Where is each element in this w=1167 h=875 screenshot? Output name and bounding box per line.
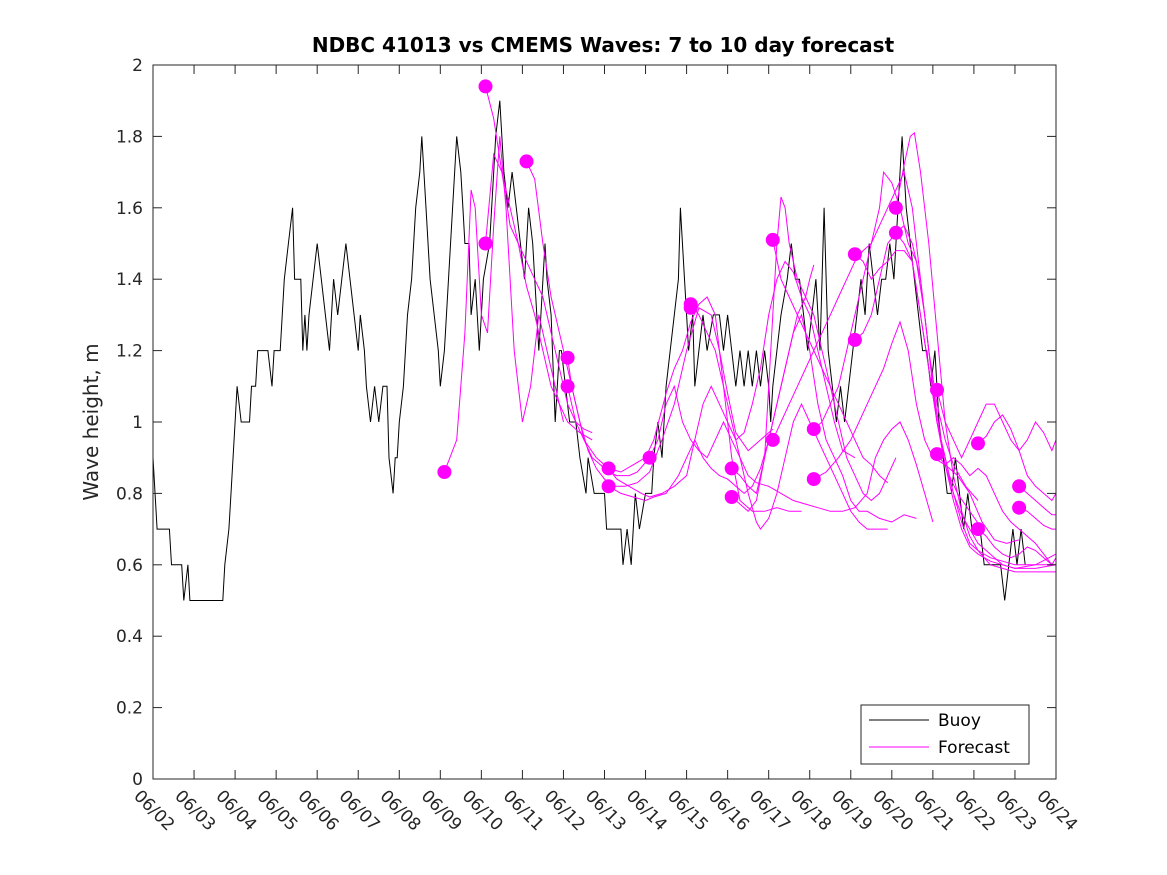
forecast-marker: [560, 379, 575, 394]
y-tick-label: 1.2: [116, 342, 143, 362]
forecast-marker: [478, 236, 493, 251]
forecast-marker: [888, 200, 903, 215]
forecast-marker: [806, 472, 821, 487]
forecast-line: [936, 389, 1057, 502]
y-tick-label: 1.8: [116, 127, 143, 147]
forecast-line: [649, 384, 934, 523]
forecast-line: [936, 453, 1057, 566]
forecast-marker: [765, 432, 780, 447]
forecast-marker: [478, 79, 493, 94]
buoy-series: [152, 100, 1026, 601]
y-axis: 0 0.2 0.4 0.6 0.8 1 1.2 1.4 1.6 1.8 2: [116, 56, 1056, 790]
forecast-series: [443, 86, 1057, 573]
forecast-marker: [519, 154, 534, 169]
forecast-line: [1018, 507, 1056, 530]
forecast-marker: [1012, 500, 1027, 515]
y-tick-label: 1.4: [116, 270, 143, 290]
forecast-marker: [930, 382, 944, 397]
forecast-line: [895, 131, 1056, 573]
forecast-marker: [1012, 479, 1027, 494]
y-tick-label: 0.2: [116, 699, 143, 719]
forecast-marker: [642, 450, 657, 465]
forecast-line: [1018, 485, 1056, 516]
y-tick-label: 1.6: [116, 199, 143, 219]
forecast-line: [608, 260, 856, 498]
forecast-marker: [601, 479, 616, 494]
forecast-markers: [437, 79, 1027, 537]
forecast-line: [690, 303, 888, 530]
forecast-marker: [971, 522, 985, 537]
legend: Buoy Forecast: [860, 704, 1030, 765]
y-tick-label: 0.4: [116, 627, 143, 647]
legend-forecast-label: Forecast: [938, 738, 1010, 758]
forecast-marker: [847, 332, 862, 347]
forecast-line: [485, 86, 593, 434]
forecast-marker: [683, 300, 698, 315]
legend-box: [860, 704, 1030, 765]
forecast-marker: [930, 447, 944, 462]
forecast-marker: [971, 436, 985, 451]
forecast-marker: [601, 461, 616, 476]
y-tick-label: 2: [132, 56, 143, 76]
buoy-line: [152, 100, 1026, 601]
forecast-line: [443, 136, 564, 473]
forecast-line: [977, 528, 1056, 566]
forecast-line: [977, 414, 1057, 452]
y-tick-label: 1: [132, 413, 143, 433]
y-tick-label: 0: [132, 770, 143, 790]
forecast-line: [567, 307, 774, 487]
forecast-marker: [847, 247, 862, 262]
legend-buoy-label: Buoy: [938, 711, 981, 731]
forecast-marker: [560, 350, 575, 365]
plot-area: [152, 65, 1057, 779]
forecast-marker: [724, 490, 739, 504]
y-axis-title: Wave height, m: [79, 343, 103, 500]
forecast-marker: [888, 225, 903, 240]
forecast-marker: [724, 461, 739, 476]
forecast-marker: [806, 422, 821, 437]
y-tick-label: 0.6: [116, 556, 143, 576]
forecast-line: [485, 152, 593, 441]
forecast-line: [895, 224, 1057, 569]
forecast-marker: [437, 465, 452, 479]
forecast-line: [813, 320, 1020, 544]
forecast-line: [731, 295, 897, 502]
y-tick-label: 0.8: [116, 484, 143, 504]
chart-title: NDBC 41013 vs CMEMS Waves: 7 to 10 day f…: [312, 33, 895, 57]
plot-background: [153, 65, 1056, 779]
forecast-marker: [765, 232, 780, 247]
forecast-line: [772, 239, 889, 484]
